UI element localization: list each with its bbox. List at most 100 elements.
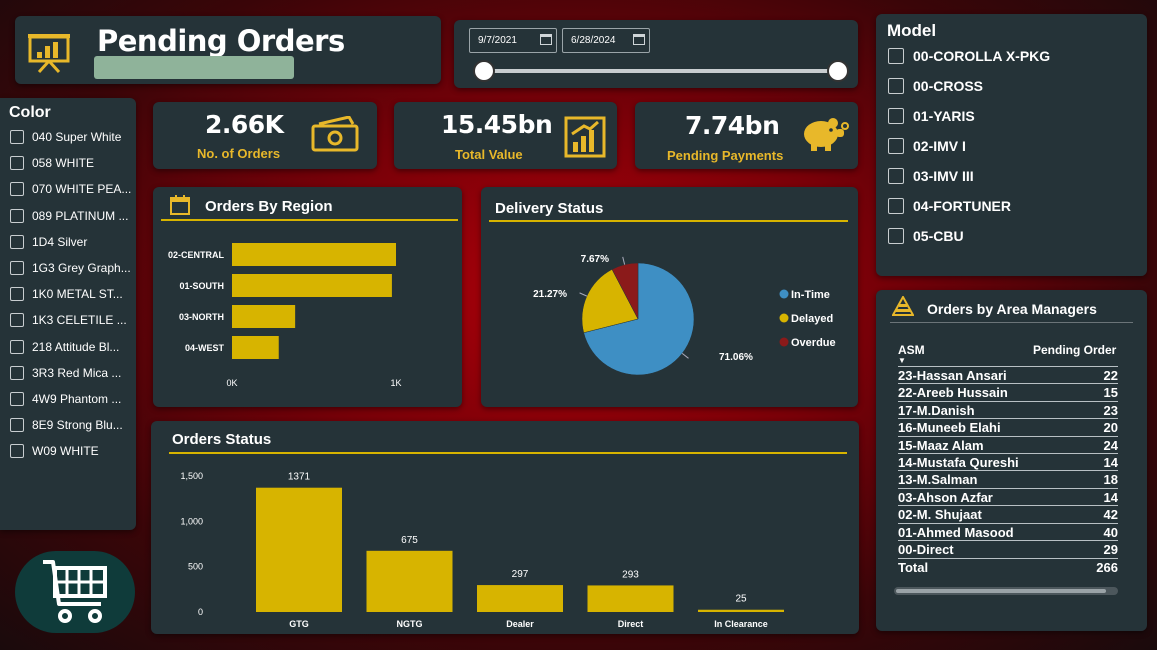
region-category-label: 04-WEST: [185, 343, 225, 353]
color-item-label: 218 Attitude Bl...: [32, 339, 120, 354]
legend-label[interactable]: In-Time: [791, 289, 830, 301]
kpi-label: No. of Orders: [197, 146, 281, 161]
model-item[interactable]: 04-FORTUNER: [888, 198, 1011, 214]
checkbox[interactable]: [888, 168, 904, 184]
region-bar[interactable]: [232, 274, 392, 297]
status-category-label: NGTG: [397, 619, 423, 629]
color-item[interactable]: 1G3 Grey Graph...: [10, 261, 132, 275]
status-bar[interactable]: [256, 487, 342, 612]
color-item[interactable]: 1K0 METAL ST...: [10, 287, 132, 302]
color-item[interactable]: 4W9 Phantom ...: [10, 392, 132, 406]
model-item[interactable]: 01-YARIS: [888, 108, 975, 124]
kpi-card-total-value: 15.45bn Total Value: [394, 102, 617, 169]
color-item[interactable]: 8E9 Strong Blu...: [10, 418, 132, 433]
start-date-input[interactable]: 9/7/2021: [469, 28, 557, 53]
legend-marker: [779, 313, 789, 323]
color-item[interactable]: 089 PLATINUM ...: [10, 208, 132, 223]
model-item-label: 01-YARIS: [913, 108, 975, 124]
legend-label[interactable]: Overdue: [791, 337, 836, 349]
model-item-label: 03-IMV III: [913, 168, 974, 184]
asm-value: 42: [1103, 507, 1118, 523]
color-item[interactable]: 3R3 Red Mica ...: [10, 365, 132, 380]
checkbox[interactable]: [10, 365, 24, 380]
status-bar[interactable]: [477, 585, 563, 612]
model-item[interactable]: 00-CROSS: [888, 78, 983, 94]
status-bar[interactable]: [587, 585, 674, 612]
kpi-value: 2.66K: [205, 110, 284, 139]
asm-column-header[interactable]: ASM: [898, 343, 925, 357]
model-item[interactable]: 02-IMV I: [888, 138, 966, 154]
color-item[interactable]: 070 WHITE PEA...: [10, 182, 132, 197]
region-bar[interactable]: [232, 243, 396, 266]
pending-order-column-header[interactable]: Pending Order: [1033, 343, 1117, 357]
checkbox[interactable]: [10, 156, 24, 171]
pie-slice[interactable]: [611, 262, 639, 320]
model-item[interactable]: 03-IMV III: [888, 168, 974, 184]
region-bar[interactable]: [232, 305, 296, 328]
date-slider-start-handle[interactable]: [473, 60, 495, 82]
checkbox[interactable]: [10, 130, 24, 144]
title-rule: [890, 322, 1133, 323]
checkbox[interactable]: [888, 198, 904, 214]
model-item[interactable]: 05-CBU: [888, 228, 964, 244]
legend-label[interactable]: Delayed: [791, 313, 833, 325]
status-y-tick: 0: [198, 607, 203, 617]
status-bar[interactable]: [366, 550, 453, 612]
checkbox[interactable]: [10, 392, 24, 406]
status-category-label: Dealer: [506, 619, 534, 629]
asm-title: Orders by Area Managers: [927, 301, 1097, 317]
color-item-label: 4W9 Phantom ...: [32, 392, 122, 406]
legend-marker: [779, 337, 789, 347]
checkbox[interactable]: [10, 287, 24, 302]
checkbox[interactable]: [10, 418, 24, 433]
color-item[interactable]: 040 Super White: [10, 130, 132, 144]
region-category-label: 01-SOUTH: [179, 281, 224, 291]
checkbox[interactable]: [888, 228, 904, 244]
checkbox[interactable]: [10, 261, 24, 275]
checkbox[interactable]: [888, 48, 904, 64]
status-y-tick: 1,000: [180, 516, 203, 526]
date-slider-track[interactable]: [484, 69, 838, 73]
table-row: 22-Areeb Hussain 15: [898, 383, 1118, 400]
checkbox[interactable]: [10, 444, 24, 459]
table-row: 00-Direct 29: [898, 540, 1118, 557]
color-item[interactable]: 058 WHITE: [10, 156, 132, 171]
model-item-label: 00-CROSS: [913, 78, 984, 94]
checkbox[interactable]: [10, 339, 24, 354]
checkbox[interactable]: [10, 182, 24, 197]
kpi-value: 15.45bn: [441, 110, 553, 139]
delivery-chart-title: Delivery Status: [495, 200, 604, 217]
cart-button[interactable]: [15, 551, 135, 633]
end-date-input[interactable]: 6/28/2024: [562, 28, 650, 53]
checkbox[interactable]: [888, 78, 904, 94]
calendar-icon[interactable]: [540, 34, 552, 45]
checkbox[interactable]: [10, 313, 24, 328]
color-item-label: 070 WHITE PEA...: [32, 182, 132, 197]
region-bar[interactable]: [232, 336, 279, 359]
checkbox[interactable]: [10, 208, 24, 223]
checkbox[interactable]: [888, 108, 904, 124]
color-item[interactable]: 1D4 Silver: [10, 234, 132, 249]
date-slider-end-handle[interactable]: [827, 60, 849, 82]
model-item[interactable]: 00-COROLLA X-PKG: [888, 48, 1050, 64]
horizontal-scrollbar[interactable]: [894, 587, 1118, 595]
table-row: 15-Maaz Alam 24: [898, 435, 1118, 453]
checkbox[interactable]: [10, 234, 24, 249]
asm-name: 16-Muneeb Elahi: [898, 420, 1001, 436]
color-item[interactable]: 1K3 CELETILE ...: [10, 313, 132, 328]
pie-slice[interactable]: [583, 262, 695, 376]
page-title: Pending Orders: [97, 24, 345, 58]
color-item[interactable]: 218 Attitude Bl...: [10, 339, 132, 354]
checkbox[interactable]: [888, 138, 904, 154]
status-bar[interactable]: [698, 609, 784, 612]
sort-desc-icon[interactable]: ▼: [898, 356, 906, 365]
scrollbar-thumb[interactable]: [896, 589, 1106, 593]
color-item[interactable]: W09 WHITE: [10, 444, 132, 459]
table-row: 13-M.Salman 18: [898, 470, 1118, 487]
area-managers-panel: Orders by Area Managers ASM ▼ Pending Or…: [876, 290, 1147, 631]
calendar-icon[interactable]: [633, 34, 645, 45]
region-category-label: 03-NORTH: [179, 312, 224, 322]
asm-name: 13-M.Salman: [898, 472, 978, 488]
pie-slice[interactable]: [581, 269, 639, 334]
title-rule: [161, 219, 458, 221]
